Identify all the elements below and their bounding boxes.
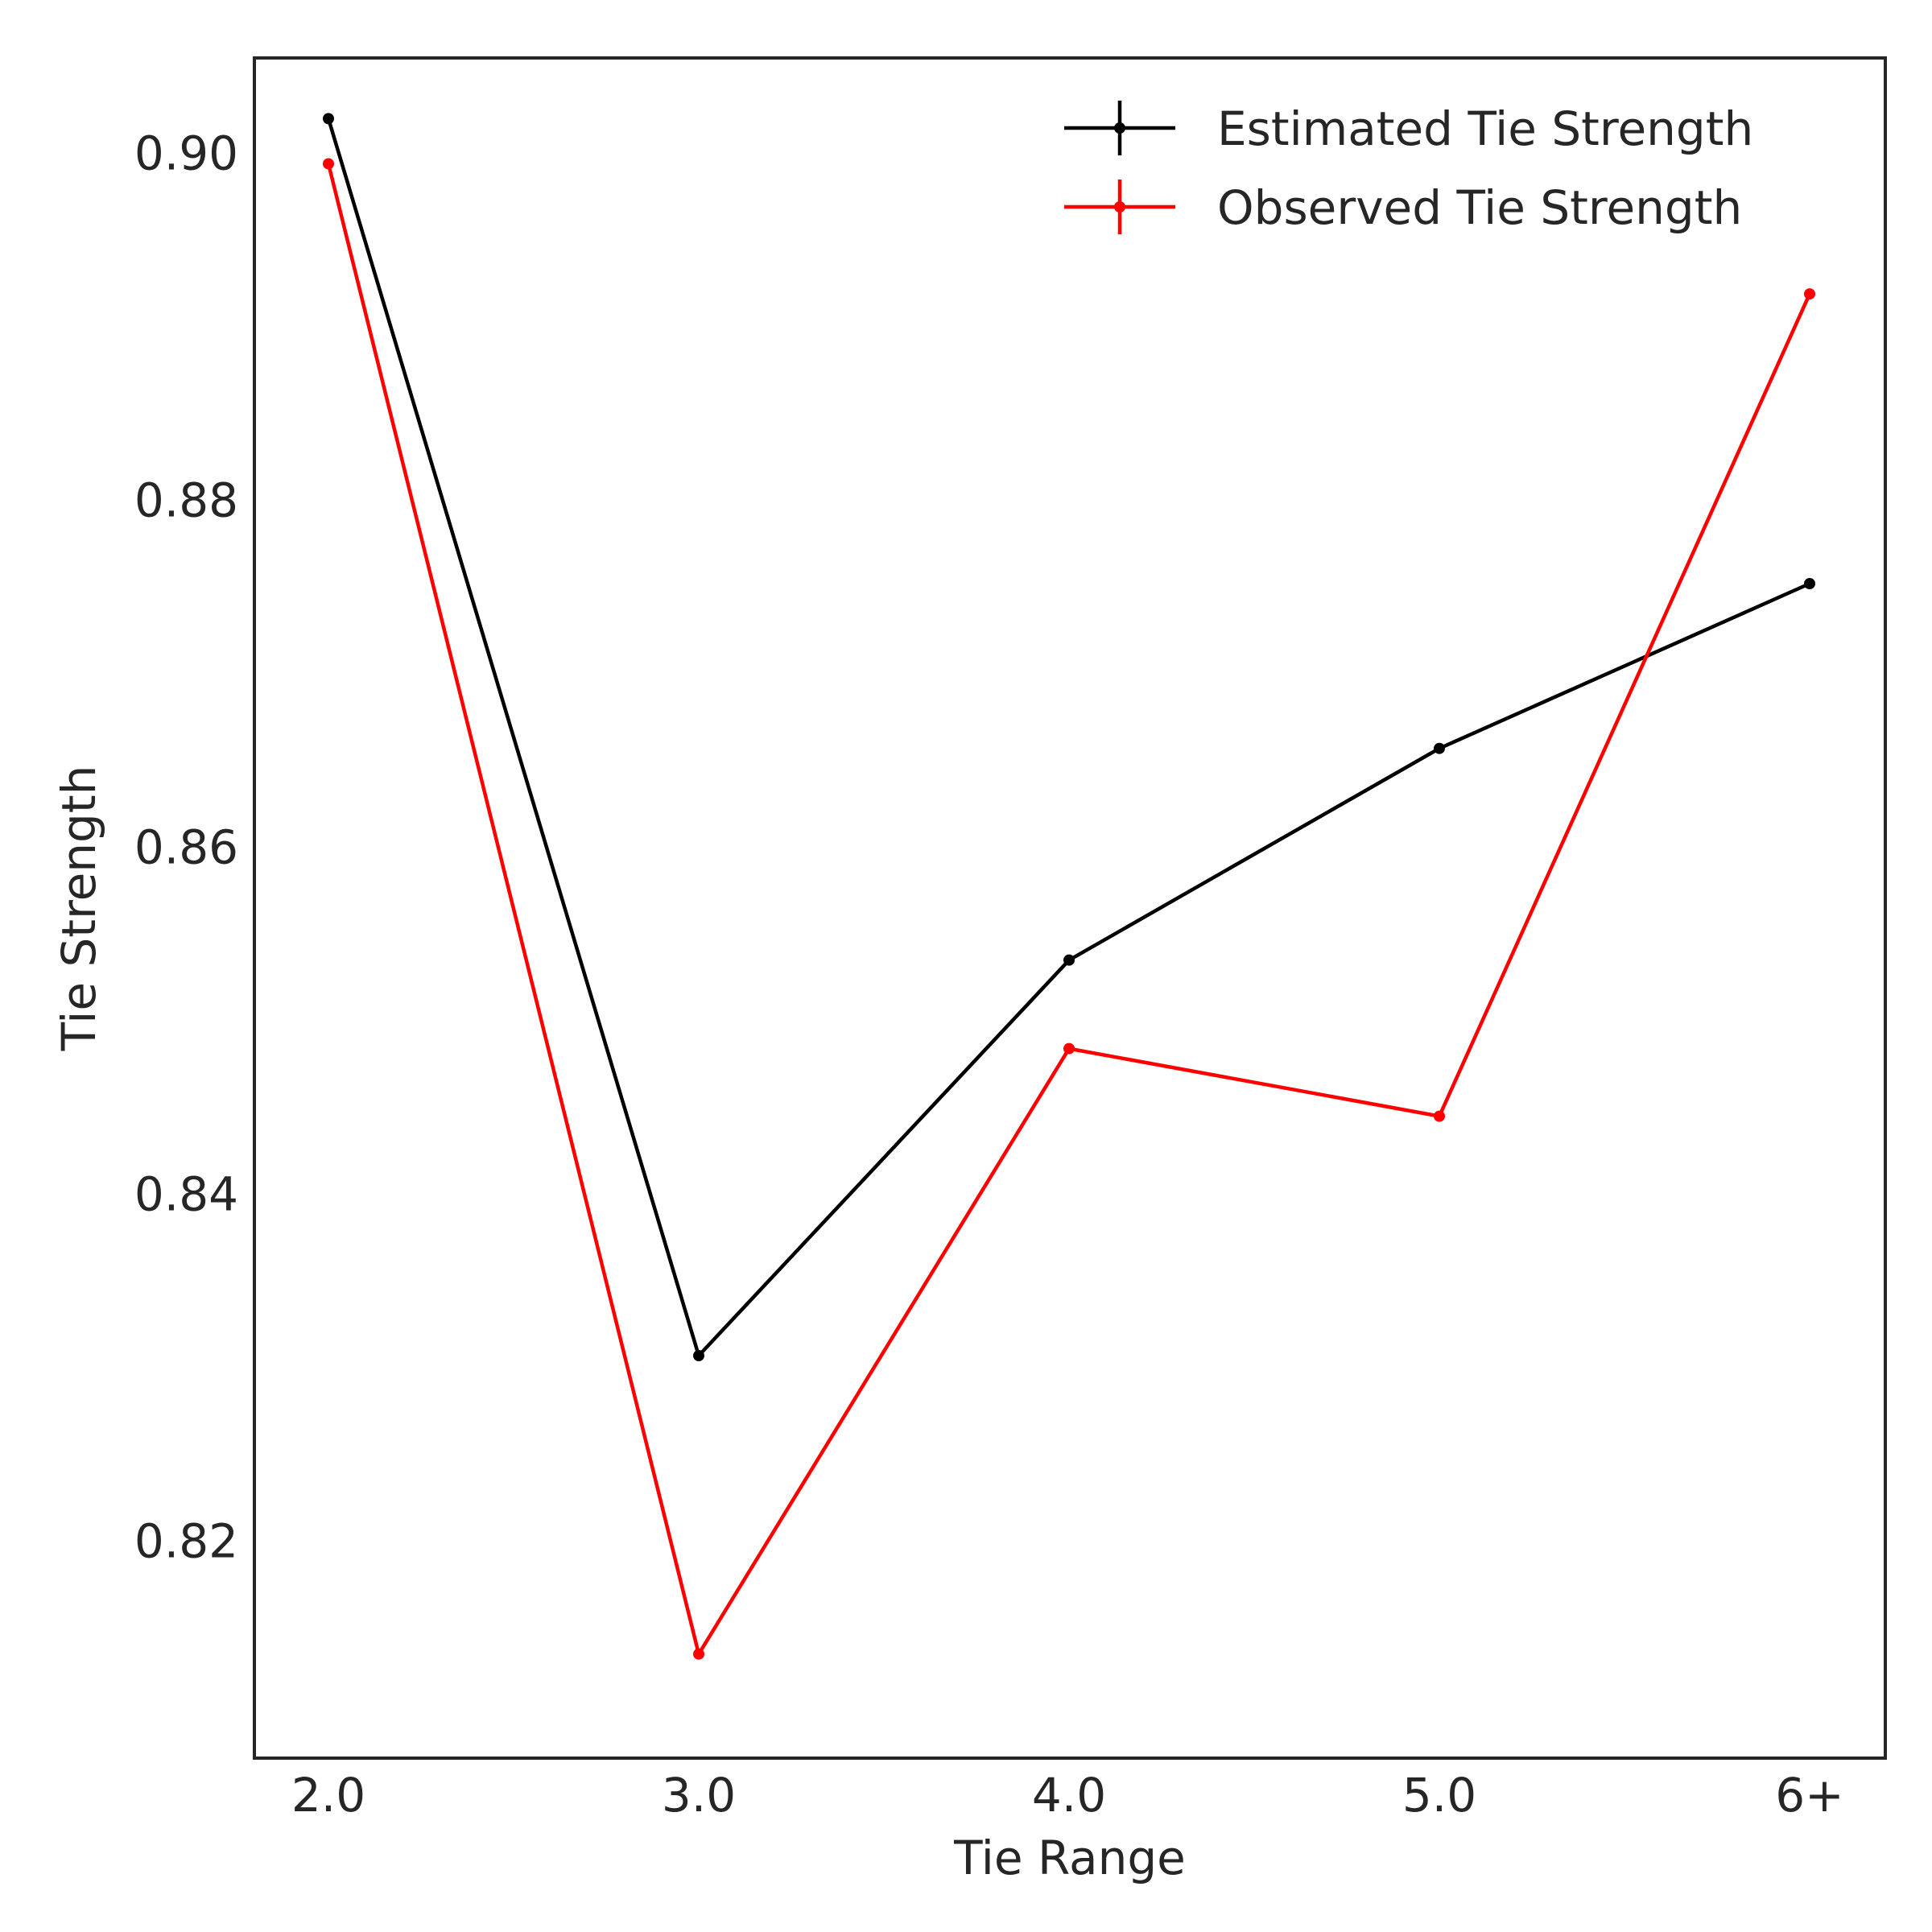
legend-marker-estimated: [1114, 122, 1125, 134]
x-axis-ticks: 2.0 3.0 4.0 5.0 6+: [291, 1768, 1844, 1823]
x-tick-label: 5.0: [1402, 1768, 1476, 1823]
data-point-estimated-tie-strength: [1063, 954, 1075, 966]
data-point-observed-tie-strength: [323, 158, 334, 170]
legend: Estimated Tie Strength Observed Tie Stre…: [1064, 101, 1753, 235]
legend-entry-observed: Observed Tie Strength: [1064, 180, 1742, 235]
x-tick-label: 2.0: [291, 1768, 365, 1823]
data-point-estimated-tie-strength: [1804, 577, 1815, 589]
y-axis-ticks: 0.82 0.84 0.86 0.88 0.90: [134, 126, 238, 1569]
x-axis-label: Tie Range: [953, 1831, 1186, 1885]
x-tick-label: 4.0: [1032, 1768, 1106, 1823]
x-tick-label: 3.0: [662, 1768, 736, 1823]
data-point-observed-tie-strength: [693, 1648, 704, 1660]
legend-label-observed: Observed Tie Strength: [1217, 180, 1742, 235]
legend-entry-estimated: Estimated Tie Strength: [1064, 101, 1753, 156]
series-layer: [323, 113, 1815, 1660]
data-point-estimated-tie-strength: [323, 113, 334, 125]
data-point-observed-tie-strength: [1804, 288, 1815, 300]
legend-marker-observed: [1114, 201, 1125, 213]
data-point-observed-tie-strength: [1434, 1110, 1445, 1122]
data-point-estimated-tie-strength: [693, 1350, 704, 1362]
y-axis-label: Tie Strength: [52, 766, 106, 1052]
y-tick-label: 0.90: [134, 126, 238, 181]
plot-area: [253, 56, 1887, 1760]
y-tick-label: 0.86: [134, 820, 238, 875]
x-tick-label: 6+: [1775, 1768, 1844, 1823]
data-point-estimated-tie-strength: [1434, 742, 1445, 754]
y-tick-label: 0.84: [134, 1167, 238, 1222]
y-tick-label: 0.88: [134, 473, 238, 528]
y-tick-label: 0.82: [134, 1514, 238, 1569]
legend-label-estimated: Estimated Tie Strength: [1217, 101, 1753, 156]
data-point-observed-tie-strength: [1063, 1042, 1075, 1055]
